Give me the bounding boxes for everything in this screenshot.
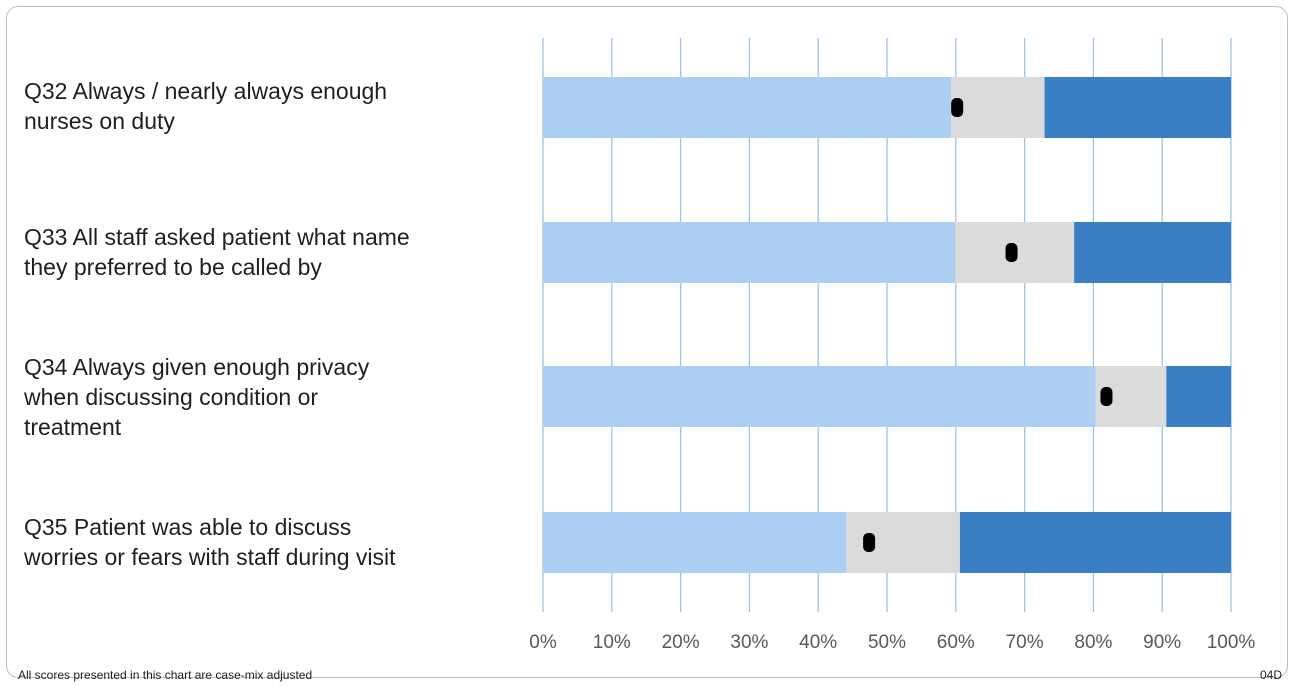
bar-segment-lower xyxy=(543,222,956,283)
x-tick-label: 50% xyxy=(868,632,906,653)
x-tick-label: 40% xyxy=(799,632,837,653)
x-tick-label: 60% xyxy=(937,632,975,653)
category-label-q35: Q35 Patient was able to discuss worries … xyxy=(24,514,396,570)
bar-segment-lower xyxy=(543,512,847,573)
x-tick-label: 70% xyxy=(1006,632,1044,653)
score-marker xyxy=(951,98,964,117)
x-tick-label: 30% xyxy=(730,632,768,653)
category-label-q32: Q32 Always / nearly always enough nurses… xyxy=(24,78,388,134)
x-tick-label: 10% xyxy=(593,632,631,653)
bar-segment-lower xyxy=(543,366,1096,427)
x-tick-label: 90% xyxy=(1143,632,1181,653)
x-tick-label: 80% xyxy=(1074,632,1112,653)
bar-segment-upper xyxy=(1074,222,1231,283)
x-tick-label: 100% xyxy=(1207,632,1256,653)
category-label-q34: Q34 Always given enough privacy when dis… xyxy=(24,354,370,440)
score-marker xyxy=(1100,387,1113,406)
category-label-q33: Q33 All staff asked patient what name th… xyxy=(24,224,410,280)
score-marker xyxy=(863,533,876,552)
bar-segment-middle xyxy=(950,77,1045,138)
bar-segment-upper xyxy=(959,512,1231,573)
bar-segment-upper xyxy=(1044,77,1231,138)
footnote: All scores presented in this chart are c… xyxy=(18,668,313,682)
chart-code: 04D xyxy=(1259,668,1282,682)
bar-segment-upper xyxy=(1166,366,1231,427)
score-marker xyxy=(1005,243,1018,262)
x-tick-label: 0% xyxy=(529,632,557,653)
x-tick-label: 20% xyxy=(662,632,700,653)
bar-segment-lower xyxy=(543,77,951,138)
